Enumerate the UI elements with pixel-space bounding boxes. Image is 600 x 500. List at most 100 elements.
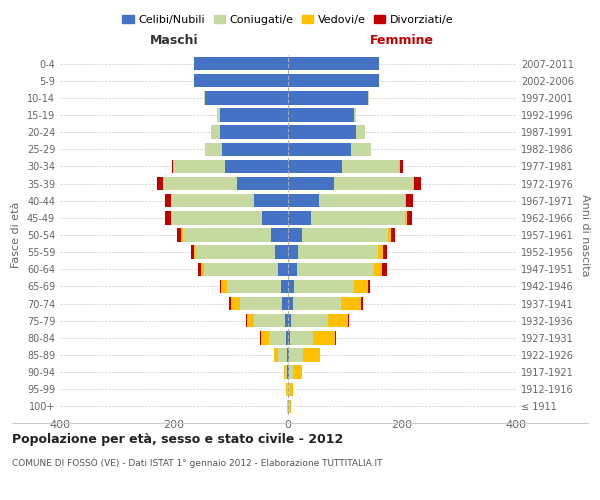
Bar <box>229 297 231 310</box>
Bar <box>177 228 181 241</box>
Bar <box>227 280 281 293</box>
Y-axis label: Fasce di età: Fasce di età <box>11 202 21 268</box>
Bar <box>165 211 170 224</box>
Bar <box>288 331 290 344</box>
Bar <box>288 262 296 276</box>
Bar <box>288 400 289 413</box>
Bar <box>220 280 221 293</box>
Bar <box>285 314 288 328</box>
Bar <box>271 228 288 241</box>
Bar <box>353 280 368 293</box>
Bar <box>281 280 288 293</box>
Bar <box>274 348 278 362</box>
Bar <box>383 246 386 259</box>
Bar <box>236 177 288 190</box>
Bar <box>285 366 287 379</box>
Bar <box>405 194 406 207</box>
Bar <box>211 126 220 139</box>
Text: Popolazione per età, sesso e stato civile - 2012: Popolazione per età, sesso e stato civil… <box>12 432 343 446</box>
Bar <box>298 246 378 259</box>
Bar <box>288 91 368 104</box>
Bar <box>294 280 353 293</box>
Bar <box>288 297 293 310</box>
Bar <box>356 126 365 139</box>
Bar <box>288 211 311 224</box>
Bar <box>288 228 302 241</box>
Bar <box>205 142 223 156</box>
Bar <box>288 280 294 293</box>
Bar <box>291 314 328 328</box>
Bar <box>182 228 271 241</box>
Bar <box>246 314 247 328</box>
Bar <box>353 108 356 122</box>
Bar <box>275 246 288 259</box>
Bar <box>368 91 369 104</box>
Bar <box>391 228 395 241</box>
Bar <box>288 382 290 396</box>
Bar <box>288 160 342 173</box>
Bar <box>290 331 313 344</box>
Bar <box>388 228 391 241</box>
Bar <box>157 177 163 190</box>
Bar <box>196 246 275 259</box>
Bar <box>288 348 289 362</box>
Bar <box>226 160 288 173</box>
Bar <box>220 126 288 139</box>
Bar <box>407 211 412 224</box>
Bar <box>220 108 288 122</box>
Bar <box>278 262 288 276</box>
Bar <box>287 382 288 396</box>
Bar <box>205 91 288 104</box>
Bar <box>414 177 421 190</box>
Bar <box>341 297 361 310</box>
Bar <box>163 177 236 190</box>
Bar <box>400 160 403 173</box>
Bar <box>311 211 405 224</box>
Bar <box>288 246 298 259</box>
Bar <box>201 262 203 276</box>
Bar <box>382 262 386 276</box>
Bar <box>342 160 399 173</box>
Bar <box>288 74 379 88</box>
Bar <box>203 262 278 276</box>
Bar <box>174 160 226 173</box>
Bar <box>286 331 288 344</box>
Bar <box>288 57 379 70</box>
Bar <box>289 400 291 413</box>
Text: Femmine: Femmine <box>370 34 434 48</box>
Bar <box>217 108 220 122</box>
Bar <box>368 280 370 293</box>
Bar <box>406 194 413 207</box>
Bar <box>290 382 293 396</box>
Bar <box>328 314 348 328</box>
Bar <box>378 246 383 259</box>
Bar <box>373 262 382 276</box>
Bar <box>304 348 320 362</box>
Bar <box>172 160 173 173</box>
Bar <box>288 194 319 207</box>
Bar <box>254 194 288 207</box>
Bar <box>181 228 182 241</box>
Bar <box>289 348 304 362</box>
Bar <box>348 314 349 328</box>
Bar <box>293 366 302 379</box>
Bar <box>313 331 335 344</box>
Text: COMUNE DI FOSSÒ (VE) - Dati ISTAT 1° gennaio 2012 - Elaborazione TUTTITALIA.IT: COMUNE DI FOSSÒ (VE) - Dati ISTAT 1° gen… <box>12 458 383 468</box>
Bar <box>288 314 291 328</box>
Bar <box>283 297 288 310</box>
Bar <box>288 177 334 190</box>
Bar <box>287 348 288 362</box>
Bar <box>278 348 287 362</box>
Bar <box>405 211 407 224</box>
Bar <box>191 246 194 259</box>
Text: Maschi: Maschi <box>149 34 199 48</box>
Bar <box>165 194 170 207</box>
Bar <box>194 57 288 70</box>
Bar <box>204 91 205 104</box>
Bar <box>194 246 196 259</box>
Legend: Celibi/Nubili, Coniugati/e, Vedovi/e, Divorziati/e: Celibi/Nubili, Coniugati/e, Vedovi/e, Di… <box>118 10 458 29</box>
Bar <box>239 297 283 310</box>
Bar <box>262 211 288 224</box>
Bar <box>171 194 254 207</box>
Bar <box>269 331 286 344</box>
